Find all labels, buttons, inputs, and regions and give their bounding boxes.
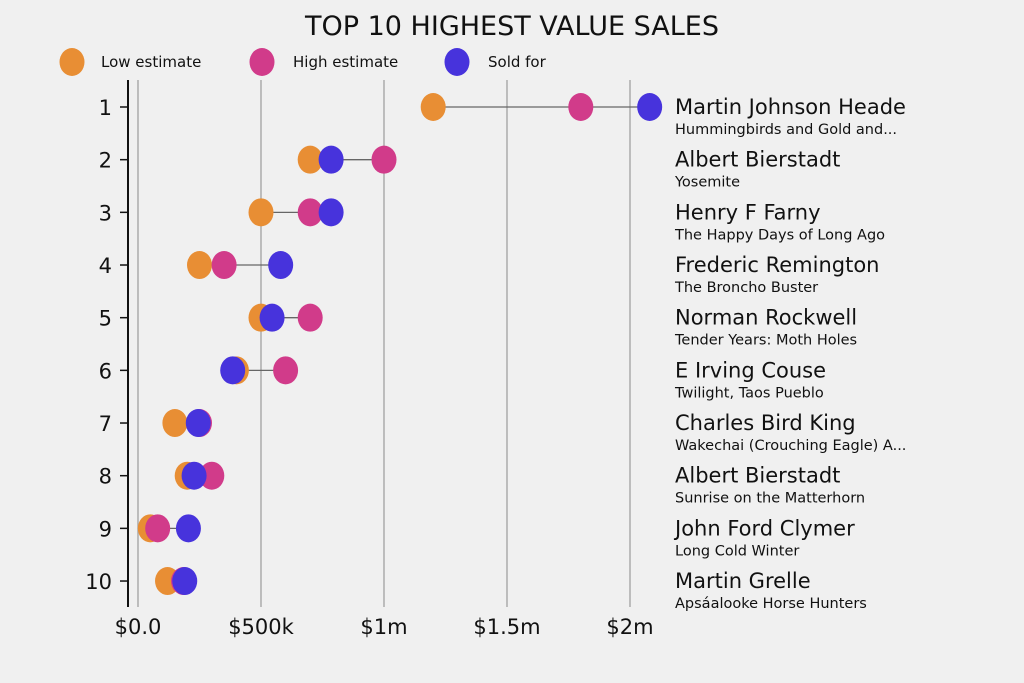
artist-label: Albert Bierstadt — [675, 148, 840, 172]
y-tick-label: 9 — [99, 517, 112, 541]
artwork-label: The Broncho Buster — [674, 280, 818, 296]
point-high — [568, 93, 594, 121]
point-sold — [172, 567, 198, 596]
point-high — [273, 356, 299, 385]
y-tick-label: 1 — [99, 96, 112, 120]
artist-label: Charles Bird King — [675, 411, 856, 435]
legend-marker-sold — [444, 48, 470, 76]
point-high — [297, 198, 323, 227]
point-sold — [268, 251, 294, 280]
artwork-label: Apsáalooke Horse Hunters — [675, 596, 867, 612]
y-tick-label: 4 — [99, 254, 112, 278]
x-tick-label: $1.5m — [473, 615, 540, 639]
artwork-label: Yosemite — [674, 175, 740, 191]
point-high — [297, 303, 323, 332]
artwork-label: Twilight, Taos Pueblo — [674, 385, 824, 401]
point-sold — [185, 409, 211, 438]
x-tick-label: $0.0 — [115, 615, 162, 639]
point-low — [248, 198, 274, 227]
point-sold — [175, 514, 201, 543]
legend-label-low: Low estimate — [101, 53, 201, 71]
point-high — [145, 514, 171, 543]
artwork-label: Wakechai (Crouching Eagle) A... — [675, 438, 906, 454]
artwork-label: Hummingbirds and Gold and... — [675, 122, 897, 138]
chart-title: TOP 10 HIGHEST VALUE SALES — [304, 11, 719, 42]
legend-label-high: High estimate — [293, 53, 398, 71]
artist-label: Albert Bierstadt — [675, 464, 840, 488]
point-low — [162, 409, 188, 438]
row-labels: Martin Johnson Heade Hummingbirds and Gol… — [673, 95, 906, 612]
legend-item-high: High estimate — [249, 48, 398, 76]
artist-label: Norman Rockwell — [675, 306, 857, 330]
artwork-label: Tender Years: Moth Holes — [674, 333, 857, 349]
point-high — [371, 145, 397, 174]
artwork-label: Sunrise on the Matterhorn — [675, 491, 865, 507]
legend-item-low: Low estimate — [59, 48, 201, 76]
axes: $0.0 $500k $1m $1.5m $2m 1 2 3 4 5 6 7 8 9 10 — [85, 80, 654, 639]
point-sold — [259, 303, 285, 332]
point-high — [199, 461, 225, 490]
point-sold — [637, 93, 663, 121]
artist-label: Martin Johnson Heade — [675, 95, 906, 119]
y-tick-label: 2 — [99, 149, 112, 173]
artist-label: Martin Grelle — [675, 569, 811, 593]
point-sold — [220, 356, 246, 385]
artwork-label: The Happy Days of Long Ago — [674, 227, 885, 243]
legend-marker-high — [249, 48, 275, 76]
legend: Low estimate High estimate Sold for — [59, 48, 547, 76]
y-tick-label: 6 — [99, 359, 112, 383]
point-sold — [318, 198, 344, 227]
artist-label: John Ford Clymer — [673, 516, 855, 540]
y-tick-label: 10 — [85, 570, 112, 594]
point-high — [211, 251, 237, 280]
y-tick-label: 3 — [99, 201, 112, 225]
legend-item-sold: Sold for — [444, 48, 547, 76]
point-low — [297, 145, 323, 174]
artist-label: Henry F Farny — [675, 200, 821, 224]
x-tick-label: $1m — [360, 615, 407, 639]
y-tick-label: 7 — [99, 412, 112, 436]
point-sold — [181, 461, 207, 490]
x-tick-label: $500k — [228, 615, 294, 639]
legend-marker-low — [59, 48, 85, 76]
connectors — [150, 106, 650, 582]
x-tick-label: $2m — [606, 615, 653, 639]
artist-label: E Irving Couse — [675, 358, 826, 382]
point-low — [420, 93, 446, 121]
point-low — [187, 251, 212, 280]
legend-label-sold: Sold for — [488, 53, 547, 71]
y-tick-label: 5 — [99, 307, 112, 331]
artwork-label: Long Cold Winter — [675, 543, 799, 559]
data-points — [137, 93, 663, 596]
y-tick-label: 8 — [99, 465, 112, 489]
point-sold — [318, 145, 344, 174]
artist-label: Frederic Remington — [675, 253, 879, 277]
